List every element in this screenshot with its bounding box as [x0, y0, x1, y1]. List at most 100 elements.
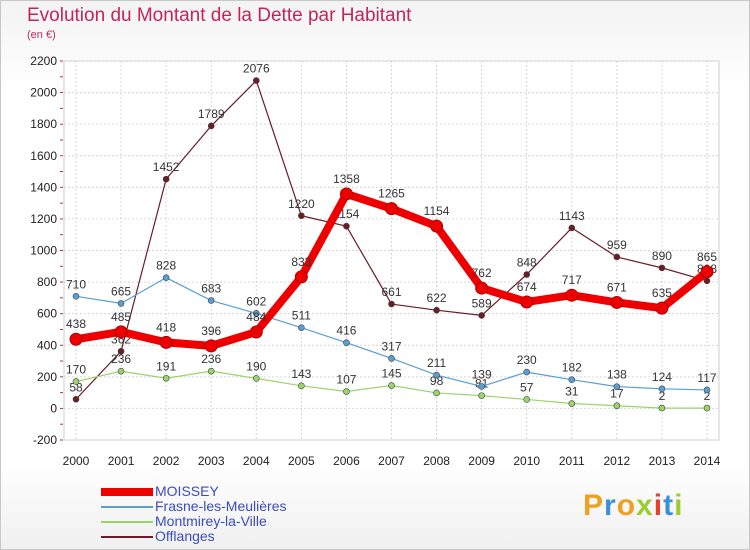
data-point: [385, 202, 398, 216]
data-label: 602: [246, 294, 266, 308]
x-tick-label: 2012: [604, 454, 631, 468]
data-label: 124: [652, 370, 672, 384]
data-point: [343, 339, 350, 347]
data-label: 170: [66, 363, 86, 377]
data-label: 1220: [288, 197, 315, 211]
data-point: [655, 301, 669, 315]
data-point: [433, 306, 440, 314]
data-point: [475, 281, 489, 295]
data-point: [610, 295, 624, 309]
data-point: [658, 264, 666, 272]
data-point: [117, 300, 125, 307]
data-point: [339, 187, 353, 201]
data-point: [478, 392, 485, 399]
data-label: 2: [659, 389, 666, 403]
x-tick-label: 2011: [559, 454, 585, 468]
data-point: [249, 325, 263, 339]
y-tick-label: 2200: [30, 54, 57, 68]
y-tick-label: 1200: [30, 212, 57, 226]
data-label: 182: [562, 361, 582, 375]
data-point: [523, 396, 531, 403]
logo-letter: o: [616, 489, 637, 522]
data-label: 57: [520, 380, 534, 394]
legend-swatch: [101, 506, 153, 508]
data-label: 191: [156, 359, 176, 373]
data-label: 511: [292, 309, 311, 323]
data-point: [523, 271, 531, 278]
data-point: [72, 378, 80, 385]
legend-swatch: [101, 536, 153, 538]
data-point: [298, 324, 305, 332]
data-point: [613, 253, 621, 261]
data-label: 635: [652, 286, 672, 300]
data-point: [568, 224, 576, 232]
data-label: 671: [607, 280, 627, 294]
data-point: [565, 288, 579, 302]
data-label: 762: [472, 266, 492, 280]
data-label: 661: [381, 285, 401, 299]
data-label: 236: [111, 352, 131, 366]
y-tick-label: 400: [37, 338, 57, 352]
y-tick-label: 800: [37, 275, 57, 289]
chart-title: Evolution du Montant de la Dette par Hab…: [27, 5, 412, 26]
data-label: 117: [697, 371, 716, 385]
data-label: 1452: [153, 160, 180, 174]
data-label: 674: [517, 280, 537, 294]
x-tick-label: 2007: [378, 454, 405, 468]
data-label: 833: [291, 255, 311, 269]
data-label: 865: [697, 250, 717, 264]
data-label: 58: [69, 380, 83, 394]
y-tick-label: 200: [37, 370, 57, 384]
data-label: 959: [607, 238, 627, 252]
data-label: 848: [517, 256, 537, 270]
data-label: 418: [156, 320, 176, 334]
data-point: [72, 292, 80, 300]
y-tick-label: 2000: [30, 86, 57, 100]
data-label: 1789: [198, 107, 225, 121]
data-point: [162, 274, 170, 281]
data-point: [252, 77, 260, 84]
data-point: [478, 383, 485, 390]
legend-label: MOISSEY: [155, 483, 219, 499]
x-tick-label: 2004: [243, 454, 270, 468]
data-point: [703, 404, 711, 412]
legend-label: Frasne-les-Meulières: [155, 498, 287, 514]
data-label: 139: [472, 367, 492, 381]
chart-subtitle: (en €): [27, 29, 56, 41]
data-label: 589: [472, 296, 492, 310]
y-tick-label: 1400: [30, 180, 57, 194]
x-tick-label: 2010: [513, 454, 540, 468]
data-label: 396: [201, 324, 221, 338]
data-point: [114, 325, 128, 339]
data-label: 438: [66, 317, 86, 331]
legend-label: Montmirey-la-Ville: [155, 513, 267, 529]
data-label: 484: [246, 310, 266, 324]
data-point: [162, 374, 170, 382]
data-point: [72, 395, 80, 403]
data-point: [568, 400, 576, 407]
x-tick-label: 2001: [108, 454, 135, 468]
data-point: [69, 332, 83, 346]
y-tick-label: -200: [33, 433, 57, 447]
data-label: 622: [427, 291, 447, 305]
x-tick-label: 2009: [468, 454, 495, 468]
data-point: [703, 277, 711, 285]
data-label: 1143: [559, 209, 585, 223]
data-label: 145: [381, 367, 401, 381]
x-tick-label: 2014: [694, 454, 721, 468]
data-label: 416: [336, 324, 356, 338]
proxiti-logo: Proxiti: [583, 489, 683, 523]
data-label: 98: [430, 374, 444, 388]
data-label: 665: [111, 284, 131, 298]
data-point: [343, 222, 350, 230]
y-tick-label: 1600: [30, 149, 57, 163]
data-point: [388, 355, 395, 362]
data-point: [117, 347, 125, 355]
data-point: [298, 382, 305, 390]
data-point: [703, 386, 711, 394]
x-tick-label: 2003: [198, 454, 225, 468]
data-point: [433, 371, 440, 379]
